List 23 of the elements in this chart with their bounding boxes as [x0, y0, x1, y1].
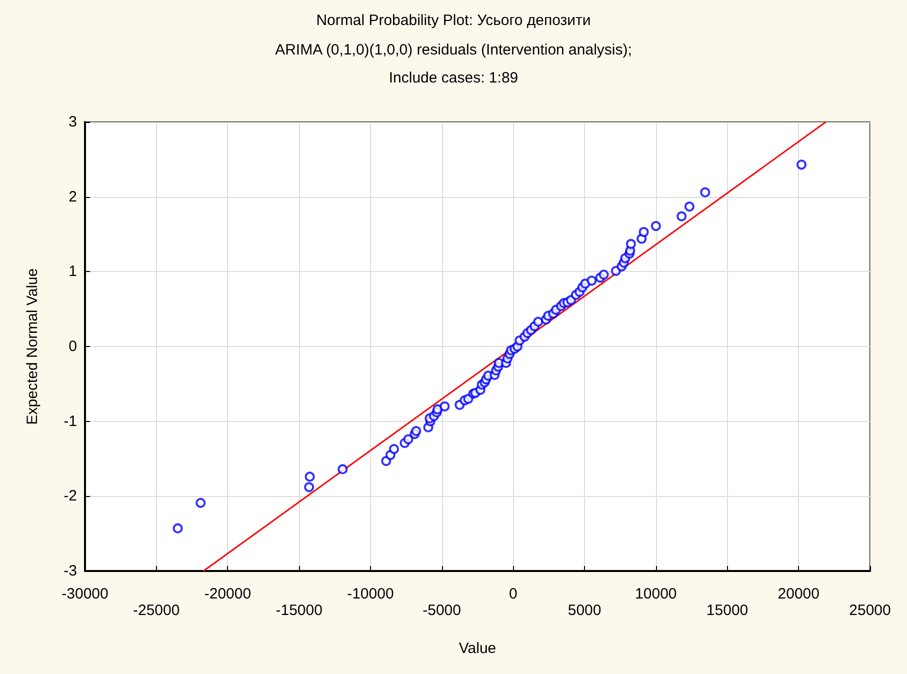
y-tick-label: -2: [64, 488, 77, 505]
y-tick-label: 3: [68, 114, 77, 130]
x-tick-label: 20000: [778, 586, 820, 602]
x-tick-label: 10000: [635, 586, 677, 602]
y-tick-label: 1: [68, 263, 77, 280]
x2-tick-label: 15000: [706, 602, 748, 619]
x2-tick-label: -5000: [422, 602, 462, 619]
y-tick-label: 2: [68, 188, 77, 206]
chart-title: Normal Probability Plot: Усього депозити: [316, 12, 591, 29]
y-axis-title: Expected Normal Value: [24, 268, 41, 425]
x-tick-label: -10000: [347, 586, 394, 602]
y-tick-label: 0: [68, 338, 77, 355]
y-tick-label: -3: [64, 562, 77, 580]
y-tick-label: -1: [64, 412, 77, 430]
x2-tick-label: -15000: [276, 602, 322, 619]
chart-subtitle: ARIMA (0,1,0)(1,0,0) residuals (Intervention analysis); Include cases: 1:89: [275, 42, 632, 86]
x-tick-label: 0: [509, 586, 518, 602]
x2-tick-label: 25000: [849, 602, 891, 619]
x-axis-title: Value: [458, 640, 496, 657]
x-tick-label: -30000: [62, 586, 108, 602]
x2-tick-label: 5000: [568, 602, 602, 619]
x-tick-label: -20000: [204, 586, 252, 602]
x2-tick-label: -25000: [133, 602, 180, 619]
